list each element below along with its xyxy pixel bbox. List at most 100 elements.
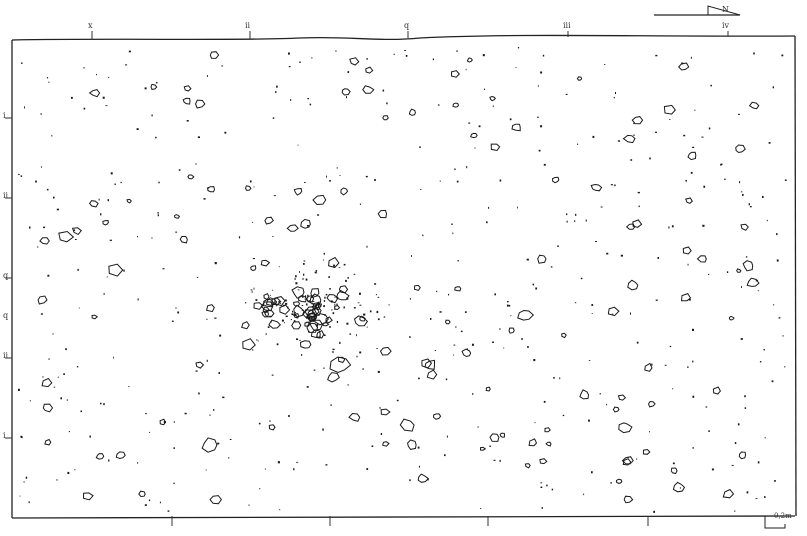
find-dot bbox=[184, 412, 187, 415]
find-dot bbox=[365, 175, 368, 178]
find-dot bbox=[74, 469, 76, 471]
stone-outline bbox=[454, 286, 462, 292]
find-dot bbox=[540, 482, 543, 484]
stone-outline bbox=[407, 439, 417, 450]
find-dot bbox=[18, 173, 20, 176]
stone-outline bbox=[309, 312, 317, 319]
find-dot bbox=[19, 495, 21, 497]
find-dot bbox=[63, 373, 65, 375]
find-dot bbox=[144, 87, 147, 90]
find-dot bbox=[173, 482, 175, 485]
find-dot bbox=[299, 339, 301, 341]
find-dot bbox=[251, 221, 253, 223]
find-dot bbox=[158, 181, 160, 184]
find-dot bbox=[346, 322, 349, 325]
stone-outline bbox=[685, 197, 693, 204]
find-dot bbox=[565, 93, 568, 95]
find-dot bbox=[711, 468, 714, 471]
stone-outline bbox=[728, 315, 735, 321]
find-dot bbox=[18, 388, 20, 391]
find-dot bbox=[588, 419, 590, 422]
find-dot bbox=[521, 338, 523, 340]
find-dot bbox=[197, 136, 200, 138]
find-dot bbox=[465, 68, 467, 71]
find-dot bbox=[173, 447, 175, 449]
stone-outline bbox=[326, 293, 339, 304]
find-dot bbox=[277, 461, 280, 464]
find-dot bbox=[250, 289, 253, 291]
stone-outline bbox=[307, 312, 316, 321]
find-dot bbox=[125, 64, 128, 66]
find-dot bbox=[546, 484, 548, 487]
find-dot bbox=[257, 340, 259, 342]
find-dot bbox=[253, 186, 255, 188]
find-dot bbox=[542, 54, 545, 57]
find-dot bbox=[316, 308, 318, 310]
find-dot bbox=[293, 320, 296, 322]
find-dot bbox=[288, 52, 290, 55]
find-dot bbox=[331, 309, 333, 311]
find-dot bbox=[772, 304, 775, 306]
stone-outline bbox=[58, 230, 75, 243]
find-dot bbox=[784, 366, 786, 368]
find-dot bbox=[316, 323, 319, 326]
find-dot bbox=[296, 338, 299, 340]
find-dot bbox=[285, 299, 287, 302]
find-dot bbox=[347, 384, 349, 386]
find-dot bbox=[40, 166, 42, 168]
find-dot bbox=[35, 180, 37, 183]
find-dot bbox=[653, 510, 655, 513]
find-dot bbox=[455, 326, 457, 329]
find-dot bbox=[303, 260, 306, 262]
scale-bar: 0,2m bbox=[756, 512, 806, 532]
find-dot bbox=[203, 198, 206, 200]
find-dot bbox=[664, 364, 667, 366]
find-dot bbox=[541, 507, 543, 509]
find-dot bbox=[276, 343, 279, 346]
find-dot bbox=[668, 226, 670, 229]
find-dot bbox=[221, 65, 224, 67]
find-dot bbox=[499, 179, 502, 182]
find-dot bbox=[29, 226, 31, 229]
small-finds bbox=[18, 47, 787, 513]
find-dot bbox=[687, 263, 689, 266]
find-dot bbox=[669, 119, 671, 120]
find-dot bbox=[374, 179, 376, 181]
stone-outline bbox=[253, 302, 264, 310]
find-dot bbox=[196, 277, 199, 278]
find-dot bbox=[708, 127, 711, 130]
scale-bar-icon bbox=[764, 516, 786, 529]
find-dot bbox=[222, 396, 225, 399]
find-dot bbox=[591, 471, 593, 474]
find-dot bbox=[466, 348, 468, 350]
find-dot bbox=[255, 299, 258, 301]
find-dot bbox=[604, 64, 606, 65]
stone-outline bbox=[544, 427, 551, 433]
stone-outline bbox=[187, 174, 195, 180]
find-dot bbox=[276, 304, 278, 307]
find-dot bbox=[299, 271, 300, 273]
find-dot bbox=[538, 149, 541, 152]
find-dot bbox=[53, 196, 55, 199]
find-dot bbox=[151, 114, 153, 117]
find-dot bbox=[371, 445, 374, 447]
find-dot bbox=[37, 246, 39, 248]
find-dot bbox=[692, 360, 694, 363]
find-dot bbox=[347, 71, 350, 73]
find-dot bbox=[345, 279, 347, 282]
find-dot bbox=[755, 279, 758, 282]
find-dot bbox=[288, 66, 291, 68]
north-arrow-label: N bbox=[722, 5, 729, 14]
stone-outline bbox=[241, 321, 250, 330]
find-dot bbox=[313, 295, 315, 297]
stone-outline bbox=[306, 322, 319, 333]
find-dot bbox=[155, 136, 157, 139]
find-dot bbox=[123, 269, 125, 272]
find-dot bbox=[746, 491, 749, 494]
find-dot bbox=[494, 293, 496, 296]
find-dot bbox=[405, 55, 408, 57]
stone-outline bbox=[426, 369, 438, 380]
find-dot bbox=[376, 310, 379, 314]
find-dot bbox=[627, 457, 629, 459]
find-dot bbox=[637, 191, 640, 194]
